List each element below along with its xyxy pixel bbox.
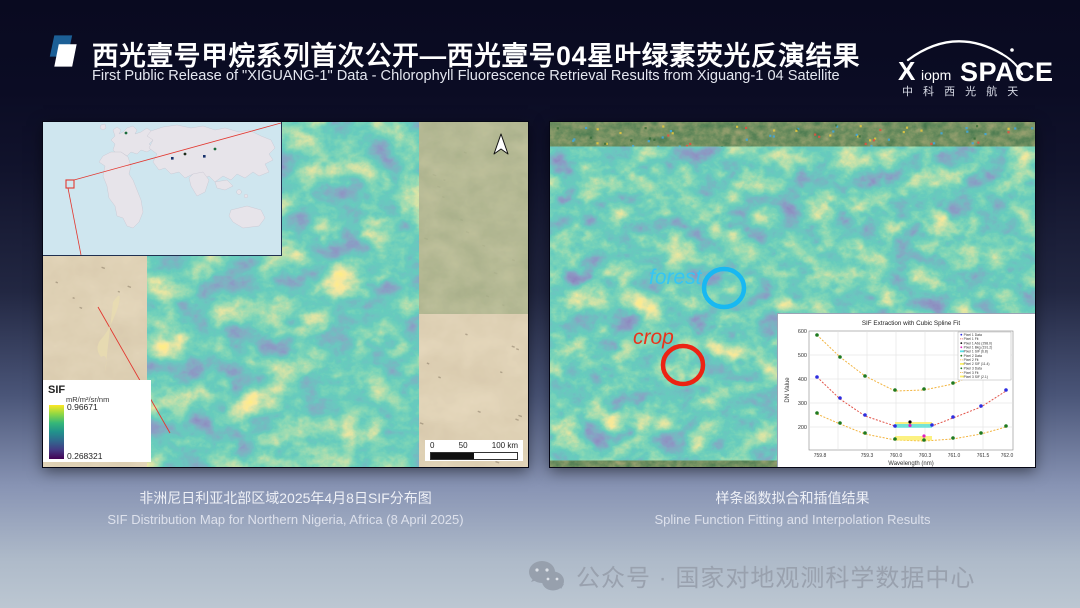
svg-text:DN Value: DN Value bbox=[785, 377, 791, 403]
svg-text:300: 300 bbox=[798, 401, 807, 407]
svg-text:中 科 西 光 航 天: 中 科 西 光 航 天 bbox=[902, 84, 1022, 98]
svg-text:Pixel 3 SIF (2.1): Pixel 3 SIF (2.1) bbox=[964, 375, 988, 379]
svg-text:Wavelength (nm): Wavelength (nm) bbox=[888, 461, 933, 467]
svg-text:400: 400 bbox=[798, 377, 807, 383]
svg-text:759.3: 759.3 bbox=[861, 453, 874, 459]
svg-text:iopm: iopm bbox=[921, 67, 951, 83]
svg-text:Pixel 2 SIF (11.4): Pixel 2 SIF (11.4) bbox=[964, 362, 990, 366]
svg-text:X: X bbox=[898, 56, 916, 86]
svg-text:762.0: 762.0 bbox=[1001, 453, 1014, 459]
svg-text:SPACE: SPACE bbox=[960, 57, 1054, 87]
svg-text:759.8: 759.8 bbox=[814, 453, 827, 459]
svg-text:200: 200 bbox=[798, 425, 807, 431]
svg-text:SIF Extraction with Cubic Spli: SIF Extraction with Cubic Spline Fit bbox=[862, 320, 961, 327]
svg-text:500: 500 bbox=[798, 353, 807, 359]
svg-text:600: 600 bbox=[798, 329, 807, 335]
svg-text:760.0: 760.0 bbox=[890, 453, 903, 459]
svg-text:Pixel 1 SIF (6.8): Pixel 1 SIF (6.8) bbox=[964, 350, 988, 354]
svg-text:761.5: 761.5 bbox=[977, 453, 990, 459]
svg-text:761.0: 761.0 bbox=[948, 453, 961, 459]
svg-text:760.3: 760.3 bbox=[919, 453, 932, 459]
